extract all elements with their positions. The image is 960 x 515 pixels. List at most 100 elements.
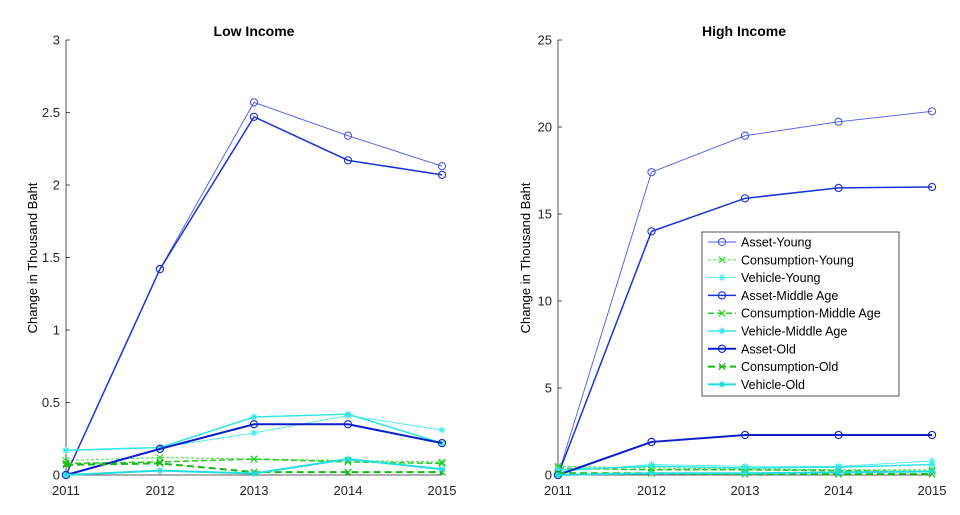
legend-entry-asset-middle-age: Asset-Middle Age: [708, 289, 838, 303]
high-income-point-asset-middle-age: [740, 194, 750, 203]
high-income-point-asset-young: [740, 131, 750, 140]
legend-swatch-marker: [718, 327, 726, 335]
low-income-point-vehicle-old: [156, 467, 164, 475]
low-income-y-tick-label: 1.5: [42, 250, 60, 265]
high-income-point-asset-middle-age: [834, 183, 843, 193]
high-income-point-vehicle-old: [835, 468, 842, 476]
legend-entry-consumption-middle-age: Consumption-Middle Age: [708, 307, 881, 321]
low-income-point-asset-old: [249, 420, 259, 429]
legend-entry-vehicle-old: Vehicle-Old: [708, 378, 805, 392]
high-income-point-asset-middle-age: [927, 182, 937, 192]
low-income-point-asset-old: [343, 420, 353, 429]
high-income-series-vehicle-old: [554, 468, 936, 479]
low-income-title: Low Income: [214, 23, 295, 39]
legend-swatch-marker: [717, 237, 727, 247]
low-income-y-tick-label: 0.5: [42, 395, 60, 410]
high-income-y-tick-label: 15: [538, 207, 552, 222]
low-income-point-asset-middle-age: [437, 170, 447, 179]
high-income-y-tick-label: 0: [545, 468, 552, 483]
high-income-x-tick-label: 2014: [824, 483, 853, 498]
legend-swatch-marker: [717, 291, 727, 300]
low-income-chart: Low Income Change in Thousand Baht 0 0.5 1…: [25, 23, 456, 498]
high-income-series-vehicle-middle-age: [554, 461, 936, 474]
legend-swatch-marker: [718, 256, 726, 264]
legend-label: Asset-Young: [741, 236, 811, 250]
high-income-point-asset-young: [834, 117, 843, 126]
low-income-y-tick-label: 3: [53, 33, 60, 48]
low-income-y-tick-label: 0: [53, 468, 60, 483]
low-income-point-consumption-old: [62, 461, 70, 469]
low-income-x-tick-label: 2015: [428, 483, 457, 498]
high-income-point-vehicle-middle-age: [835, 463, 842, 471]
high-income-legend: Asset-Young Consumption-Young Vehicle-Youn…: [701, 231, 900, 397]
low-income-y-axis-label: Change in Thousand Baht: [25, 182, 40, 333]
high-income-x-tick-label: 2012: [637, 483, 666, 498]
low-income-point-consumption-old: [344, 468, 352, 476]
low-income-point-vehicle-old: [344, 455, 352, 463]
low-income-point-consumption-middle-age: [438, 459, 446, 468]
legend-label: Asset-Old: [741, 342, 796, 356]
high-income-point-asset-young: [647, 168, 656, 177]
low-income-x-tick-label: 2013: [240, 483, 269, 498]
high-income-y-tick-label: 20: [538, 120, 552, 135]
high-income-line-asset-young: [557, 110, 933, 476]
low-income-point-vehicle-old: [438, 465, 446, 473]
legend-swatch-marker: [718, 381, 726, 388]
low-income-point-asset-young: [249, 98, 259, 107]
high-income-line-asset-old: [557, 433, 932, 476]
low-income-point-asset-middle-age: [249, 112, 259, 121]
legend-entry-asset-old: Asset-Old: [708, 342, 796, 356]
high-income-chart: High Income Change in Thousand Baht 0 5 10…: [518, 23, 946, 498]
high-income-line-consumption-middle-age: [557, 467, 933, 473]
low-income-series-vehicle-middle-age: [62, 410, 446, 454]
legend-label: Vehicle-Young: [741, 271, 821, 285]
high-income-title: High Income: [702, 23, 786, 39]
high-income-point-vehicle-middle-age: [648, 462, 655, 470]
high-income-point-vehicle-middle-age: [554, 466, 562, 474]
high-income-point-vehicle-middle-age: [741, 464, 749, 472]
low-income-point-asset-middle-age: [155, 264, 165, 274]
high-income-point-asset-old: [647, 437, 656, 447]
legend-swatch-marker: [718, 274, 726, 281]
legend-label: Asset-Middle Age: [741, 289, 838, 303]
high-income-x-tick-label: 2013: [731, 483, 760, 498]
low-income-line-asset-middle-age: [65, 115, 443, 476]
high-income-x-tick-label: 2015: [918, 483, 947, 498]
legend-label: Consumption-Young: [741, 253, 854, 267]
high-income-point-vehicle-old: [648, 469, 655, 477]
low-income-point-asset-old: [155, 444, 165, 454]
legend-swatch-marker: [717, 344, 727, 353]
high-income-point-asset-old: [740, 430, 750, 440]
high-income-y-tick-label: 10: [538, 294, 552, 309]
low-income-series-vehicle-old: [62, 455, 446, 479]
low-income-x-tick-label: 2014: [334, 483, 363, 498]
legend-box: [701, 231, 900, 397]
low-income-point-vehicle-middle-age: [250, 413, 258, 421]
high-income-point-asset-old: [927, 430, 937, 440]
high-income-point-asset-young: [927, 107, 937, 116]
low-income-y-tick-label: 2: [53, 178, 60, 193]
legend-entry-vehicle-middle-age: Vehicle-Middle Age: [708, 325, 847, 339]
legend-swatch-marker: [718, 362, 726, 371]
low-income-point-asset-old: [437, 438, 447, 448]
low-income-point-vehicle-middle-age: [344, 410, 352, 418]
legend-entry-vehicle-young: Vehicle-Young: [708, 271, 821, 285]
low-income-point-vehicle-young: [250, 429, 258, 437]
low-income-point-vehicle-middle-age: [62, 446, 70, 454]
high-income-point-vehicle-young: [928, 457, 936, 465]
legend-label: Vehicle-Old: [741, 378, 805, 392]
high-income-line-asset-middle-age: [557, 186, 933, 476]
high-income-point-asset-middle-age: [647, 227, 656, 236]
low-income-x-tick-label: 2011: [52, 483, 80, 498]
high-income-y-tick-label: 5: [545, 381, 552, 396]
legend-swatch-marker: [718, 309, 726, 317]
legend-entry-asset-young: Asset-Young: [708, 236, 811, 250]
low-income-point-asset-young: [437, 161, 447, 171]
high-income-point-asset-old: [834, 430, 843, 440]
high-income-point-vehicle-middle-age: [928, 461, 936, 468]
high-income-point-vehicle-old: [741, 469, 749, 477]
legend-label: Vehicle-Middle Age: [741, 325, 847, 339]
low-income-point-asset-middle-age: [343, 156, 353, 165]
high-income-point-vehicle-old: [554, 471, 562, 479]
